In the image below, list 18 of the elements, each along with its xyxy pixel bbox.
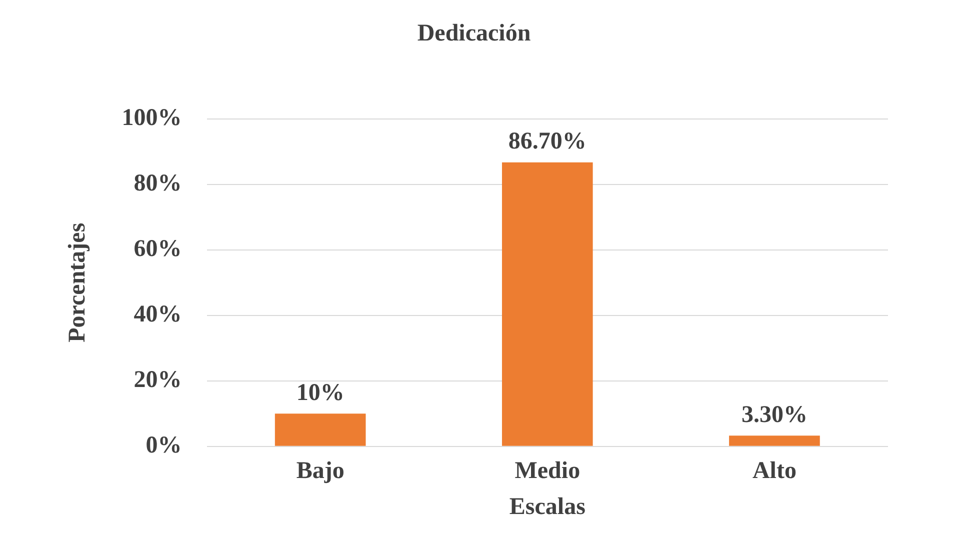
x-tick-label: Alto (752, 458, 796, 484)
y-tick-label: 60% (134, 236, 182, 262)
data-label: 3.30% (741, 402, 808, 428)
bar (729, 436, 820, 446)
x-axis-title: Escalas (509, 494, 586, 520)
bar (274, 414, 366, 446)
y-tick-label: 20% (134, 367, 182, 394)
y-tick-label: 80% (134, 170, 182, 197)
x-tick-label: Medio (514, 458, 580, 484)
y-tick-label: 100% (122, 105, 182, 132)
data-label: 10% (296, 380, 344, 406)
bar (502, 162, 593, 446)
y-tick-label: 0% (146, 432, 182, 459)
y-axis-title: Porcentajes (64, 222, 91, 342)
data-label: 86.70% (508, 128, 586, 155)
y-tick-label: 40% (134, 302, 182, 328)
x-tick-label: Bajo (296, 458, 344, 484)
chart-title: Dedicación (417, 20, 531, 47)
